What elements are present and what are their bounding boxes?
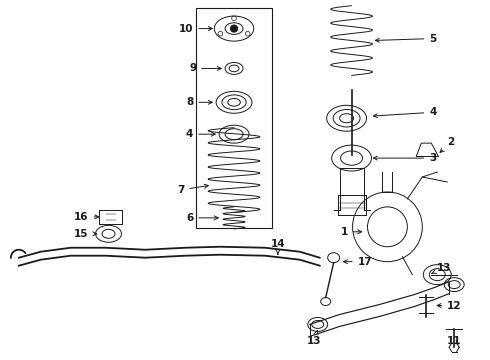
Text: 4: 4 xyxy=(186,129,215,139)
Text: 9: 9 xyxy=(189,63,221,73)
Text: 13: 13 xyxy=(432,263,452,273)
Text: 2: 2 xyxy=(440,137,454,152)
Text: 1: 1 xyxy=(341,227,362,237)
Text: 8: 8 xyxy=(186,97,212,107)
Text: 7: 7 xyxy=(177,184,208,195)
Text: 14: 14 xyxy=(270,239,285,255)
Circle shape xyxy=(230,25,238,32)
Text: 4: 4 xyxy=(373,107,437,118)
Text: 15: 15 xyxy=(74,229,97,239)
Text: 5: 5 xyxy=(375,33,437,44)
Text: 17: 17 xyxy=(343,257,372,267)
Text: 3: 3 xyxy=(373,153,437,163)
Text: 13: 13 xyxy=(306,330,321,346)
Text: 12: 12 xyxy=(437,301,462,311)
Bar xyxy=(196,8,272,228)
Text: 11: 11 xyxy=(447,336,462,346)
Text: 6: 6 xyxy=(186,213,218,223)
Text: 10: 10 xyxy=(179,24,212,33)
Text: 16: 16 xyxy=(74,212,98,222)
